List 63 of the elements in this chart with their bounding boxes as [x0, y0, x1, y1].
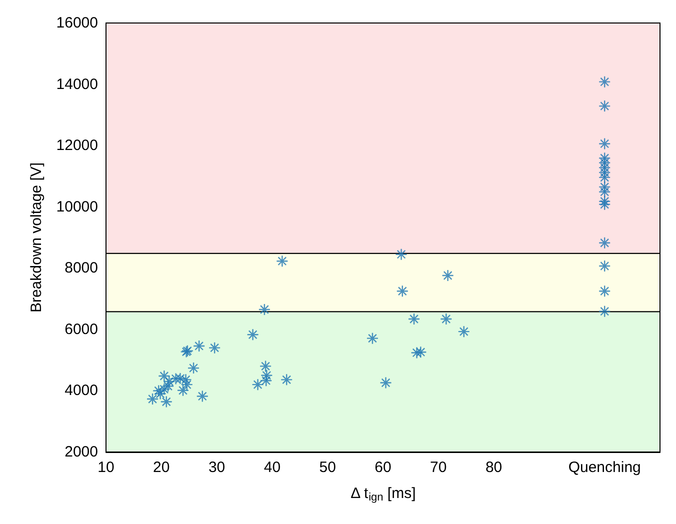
- point: [380, 376, 392, 389]
- point: [598, 180, 611, 194]
- point: [395, 248, 408, 260]
- point: [598, 305, 611, 318]
- point: [160, 396, 172, 408]
- point: [410, 346, 423, 359]
- point: [396, 285, 408, 298]
- point: [192, 340, 206, 352]
- point: [180, 378, 193, 391]
- point: [366, 332, 379, 344]
- point: [598, 171, 611, 184]
- point: [258, 303, 271, 316]
- y-tick-label: 14000: [56, 76, 98, 93]
- y-axis-title: Breakdown voltage [V]: [28, 162, 45, 313]
- point: [208, 342, 221, 354]
- y-tick-label: 2000: [64, 444, 98, 460]
- point: [598, 166, 611, 179]
- point: [158, 370, 170, 382]
- point: [252, 378, 264, 391]
- point: [440, 312, 452, 326]
- point: [598, 156, 611, 169]
- point: [154, 388, 166, 400]
- point: [260, 369, 273, 382]
- x-tick-label: 50: [319, 459, 336, 476]
- point: [598, 260, 611, 272]
- point: [598, 285, 611, 298]
- point: [442, 269, 454, 282]
- point: [246, 328, 259, 341]
- point: [414, 346, 427, 358]
- point: [276, 254, 288, 268]
- y-tick-label: 8000: [64, 260, 98, 277]
- x-tick-label: Quenching: [568, 459, 641, 476]
- y-tick-label: 16000: [56, 14, 98, 32]
- x-tick-label: 60: [374, 459, 392, 476]
- point: [598, 152, 611, 164]
- point: [598, 198, 611, 211]
- y-tick-label: 6000: [64, 320, 98, 338]
- point: [170, 372, 182, 385]
- x-tick-label: 40: [264, 459, 281, 476]
- point: [259, 360, 272, 372]
- y-tick-label: 4000: [64, 382, 98, 400]
- point: [598, 100, 611, 112]
- x-tick-label: 20: [153, 459, 170, 476]
- point: [408, 312, 420, 326]
- point: [260, 374, 272, 387]
- x-tick-label: 10: [98, 459, 114, 476]
- y-tick-label: 10000: [56, 198, 98, 216]
- point: [598, 186, 611, 198]
- point: [598, 195, 611, 208]
- point: [598, 236, 611, 249]
- point: [196, 390, 208, 402]
- point: [598, 162, 611, 174]
- point: [187, 362, 200, 374]
- point: [162, 380, 174, 392]
- point: [458, 325, 470, 338]
- point: [598, 138, 611, 150]
- x-tick-label: 70: [430, 459, 447, 476]
- x-tick-label: 80: [485, 459, 502, 476]
- x-tick-label: 30: [208, 459, 226, 476]
- y-tick-label: 12000: [56, 137, 98, 154]
- point: [598, 76, 611, 88]
- point: [174, 372, 186, 385]
- point: [280, 374, 293, 386]
